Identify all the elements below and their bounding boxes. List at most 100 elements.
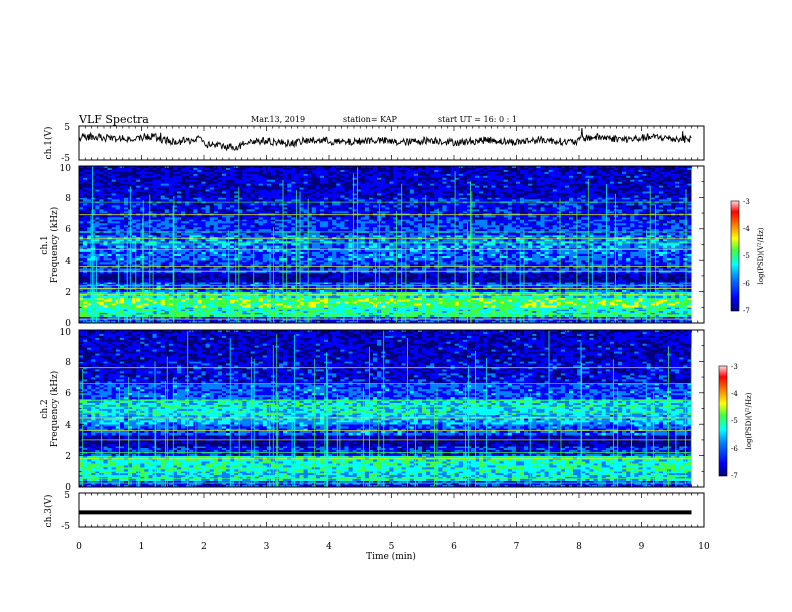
spectrogram-cell bbox=[295, 311, 300, 314]
spectrogram-cell bbox=[642, 282, 647, 285]
spectrogram-cell bbox=[279, 314, 284, 318]
spectrogram-cell bbox=[589, 264, 594, 267]
spectrogram-cell bbox=[336, 314, 341, 318]
spectrogram-cell bbox=[328, 276, 333, 279]
spectrogram-cell bbox=[544, 314, 549, 318]
spectrogram-cell bbox=[650, 301, 656, 304]
spectrogram-cell bbox=[348, 289, 353, 292]
spectrogram-cell bbox=[238, 303, 243, 306]
spectrogram-cell bbox=[413, 307, 419, 310]
spectrogram-cell bbox=[348, 305, 353, 308]
spectrogram-cell bbox=[544, 311, 549, 314]
spectrogram-cell bbox=[393, 287, 398, 291]
spectrogram-cell bbox=[381, 305, 386, 308]
spectrogram-cell bbox=[238, 287, 243, 291]
spectrogram-cell bbox=[638, 285, 643, 289]
spectrogram-cell bbox=[283, 287, 288, 291]
spectrogram-cell bbox=[332, 305, 337, 308]
spectrogram-cell bbox=[417, 309, 423, 312]
spectrogram-cell bbox=[609, 272, 615, 275]
spectrogram-cell bbox=[458, 272, 464, 275]
spectrogram-cell bbox=[87, 309, 92, 312]
spectrogram-cell bbox=[650, 309, 656, 312]
spectrogram-cell bbox=[466, 291, 472, 294]
spectrogram-cell bbox=[422, 285, 427, 289]
spectrogram-cell bbox=[634, 320, 639, 323]
spectrogram-cell bbox=[532, 320, 537, 323]
spectrogram-cell bbox=[479, 297, 484, 301]
spectrogram-cell bbox=[667, 270, 672, 274]
spectrogram-cell bbox=[307, 268, 313, 271]
spectrogram-cell bbox=[569, 291, 574, 294]
spectrogram-cell bbox=[446, 316, 451, 320]
spectrogram-cell bbox=[450, 297, 455, 301]
spectrogram-cell bbox=[581, 282, 586, 285]
spectrogram-cell bbox=[91, 299, 96, 302]
spectrogram-cell bbox=[483, 307, 488, 310]
spectrogram-cell bbox=[189, 301, 194, 304]
spectrogram-cell bbox=[471, 266, 476, 269]
spectrogram-cell bbox=[119, 295, 125, 299]
spectrogram-cell bbox=[573, 291, 578, 294]
spectrogram-cell bbox=[626, 311, 631, 314]
spectrogram-cell bbox=[442, 299, 447, 302]
spectrogram-cell bbox=[156, 291, 161, 294]
spectrogram-cell bbox=[507, 318, 513, 322]
spectrogram-cell bbox=[156, 316, 161, 320]
spectrogram-cell bbox=[368, 285, 374, 289]
spectrogram-cell bbox=[642, 305, 647, 308]
spectrogram-cell bbox=[491, 262, 496, 265]
spectrogram-cell bbox=[258, 274, 264, 277]
spectrogram-cell bbox=[91, 285, 96, 289]
spectrogram-cell bbox=[552, 260, 558, 263]
spectrogram-cell bbox=[234, 291, 239, 294]
spectrogram-cell bbox=[234, 297, 239, 301]
spectrogram-cell bbox=[483, 270, 488, 274]
spectrogram-cell bbox=[352, 278, 357, 281]
spectrogram-cell bbox=[87, 280, 92, 283]
spectrogram-cell bbox=[642, 268, 647, 271]
spectrogram-cell bbox=[217, 260, 223, 263]
spectrogram-cell bbox=[438, 314, 443, 318]
spectrogram-cell bbox=[79, 268, 84, 271]
spectrogram-cell bbox=[413, 278, 419, 281]
spectrogram-cell bbox=[177, 268, 182, 271]
spectrogram-cell bbox=[344, 282, 349, 285]
spectrogram-cell bbox=[181, 268, 186, 271]
spectrogram-cell bbox=[217, 249, 223, 253]
spectrogram-cell bbox=[115, 280, 121, 283]
spectrogram-cell bbox=[430, 272, 435, 275]
spectrogram-cell bbox=[650, 297, 656, 301]
spectrogram-cell bbox=[234, 289, 239, 292]
spectrogram-cell bbox=[254, 272, 259, 275]
spectrogram-cell bbox=[679, 309, 684, 312]
spectrogram-cell bbox=[405, 295, 411, 299]
spectrogram-cell bbox=[687, 305, 692, 308]
spectrogram-cell bbox=[250, 299, 255, 302]
spectrogram-cell bbox=[556, 307, 562, 310]
spectrogram-cell bbox=[532, 295, 537, 299]
spectrogram-cell bbox=[119, 287, 125, 291]
spectrogram-cell bbox=[422, 268, 427, 271]
spectrogram-cell bbox=[483, 311, 488, 314]
spectrogram-cell bbox=[340, 282, 345, 285]
spectrogram-cell bbox=[569, 289, 574, 292]
spectrogram-cell bbox=[185, 278, 190, 281]
spectrogram-cell bbox=[687, 270, 692, 274]
spectrogram-cell bbox=[364, 307, 370, 310]
spectrogram-cell bbox=[483, 280, 488, 283]
station-label: station= KAP bbox=[343, 115, 398, 124]
spectrogram-cell bbox=[230, 309, 235, 312]
spectrogram-cell bbox=[613, 305, 619, 308]
spectrogram-cell bbox=[250, 278, 255, 281]
spectrogram-cell bbox=[409, 282, 415, 285]
spectrogram-cell bbox=[324, 278, 329, 281]
spectrogram-cell bbox=[683, 270, 688, 274]
spectrogram-cell bbox=[279, 285, 284, 289]
spectrogram-cell bbox=[356, 278, 362, 281]
spectrogram-cell bbox=[667, 314, 672, 318]
spectrogram-cell bbox=[475, 274, 480, 277]
spectrogram-cell bbox=[291, 303, 296, 306]
spectrogram-cell bbox=[483, 314, 488, 318]
spectrogram-cell bbox=[654, 264, 660, 267]
